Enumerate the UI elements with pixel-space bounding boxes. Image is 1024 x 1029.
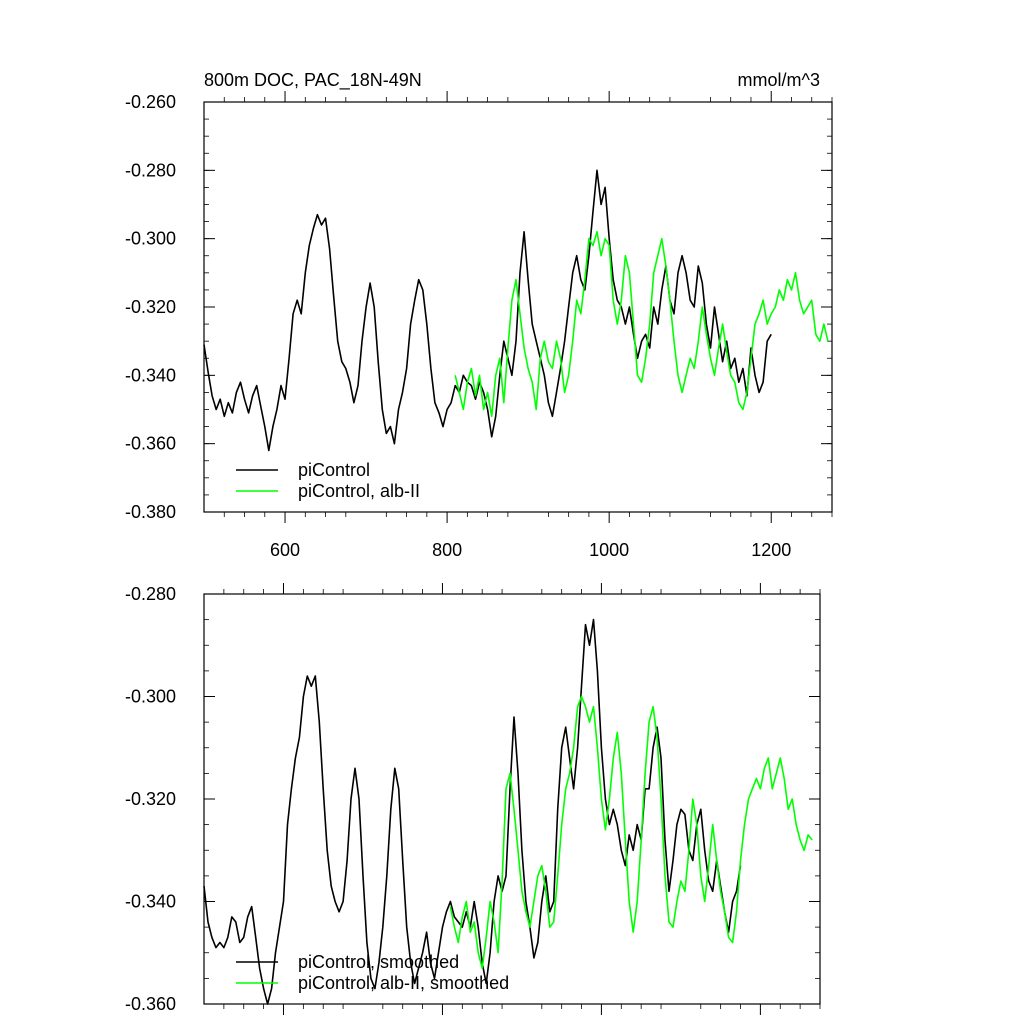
y-tick-label: -0.260 xyxy=(125,92,176,112)
top-panel: -0.260 -0.280 -0.300 -0.320 -0.340 -0.360 -0.3… xyxy=(125,70,833,560)
legend-label: piControl, alb-II xyxy=(298,481,420,501)
series-line-0 xyxy=(203,618,742,1005)
y-tick-label: -0.340 xyxy=(125,892,176,912)
y-tick-label: -0.320 xyxy=(125,789,176,809)
x-tick-label: 1200 xyxy=(751,540,791,560)
series-line-1 xyxy=(449,695,813,969)
y-tick-label: -0.380 xyxy=(125,502,176,522)
y-tick-label: -0.280 xyxy=(125,584,176,604)
plot-frame xyxy=(203,593,821,1005)
x-tick-label: 1000 xyxy=(589,540,629,560)
x-tick-label: 600 xyxy=(270,540,300,560)
y-tick-label: -0.300 xyxy=(125,687,176,707)
chart-title: 800m DOC, PAC_18N-49N xyxy=(204,70,422,91)
legend-label: piControl, alb-II, smoothed xyxy=(298,973,509,993)
legend-label: piControl, smoothed xyxy=(298,952,459,972)
series-line-0 xyxy=(203,169,772,452)
bottom-panel: -0.280 -0.300 -0.320 -0.340 -0.360 piControl,… xyxy=(125,583,821,1015)
series-line-1 xyxy=(454,231,829,418)
y-tick-label: -0.360 xyxy=(125,434,176,454)
y-tick-label: -0.280 xyxy=(125,160,176,180)
x-tick-label: 800 xyxy=(432,540,462,560)
legend-label: piControl xyxy=(298,460,370,480)
units-label: mmol/m^3 xyxy=(738,70,820,90)
y-tick-label: -0.300 xyxy=(125,229,176,249)
y-tick-label: -0.360 xyxy=(125,994,176,1014)
y-tick-label: -0.340 xyxy=(125,365,176,385)
y-tick-label: -0.320 xyxy=(125,297,176,317)
